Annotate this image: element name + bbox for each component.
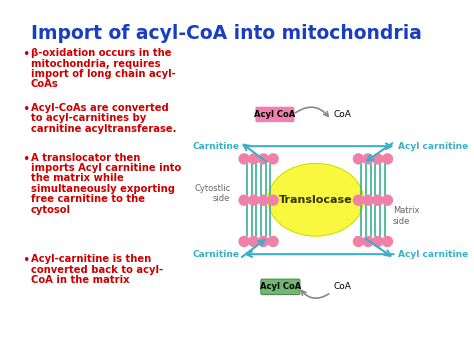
Text: Matrix
side: Matrix side (393, 206, 419, 226)
FancyBboxPatch shape (261, 279, 300, 295)
Text: simultaneously exporting: simultaneously exporting (31, 184, 175, 194)
Text: CoA: CoA (334, 110, 352, 119)
Text: •: • (22, 48, 29, 61)
Text: Carnitine: Carnitine (192, 142, 239, 151)
Circle shape (268, 195, 278, 205)
Text: free carnitine to the: free carnitine to the (31, 194, 145, 204)
Circle shape (363, 195, 373, 205)
Circle shape (383, 154, 392, 164)
Circle shape (258, 154, 268, 164)
FancyBboxPatch shape (255, 107, 294, 122)
Text: imports Acyl carnitine into: imports Acyl carnitine into (31, 163, 181, 173)
Circle shape (354, 195, 364, 205)
Text: CoAs: CoAs (31, 80, 59, 89)
Circle shape (239, 195, 249, 205)
Circle shape (268, 236, 278, 246)
Circle shape (373, 195, 383, 205)
Circle shape (354, 236, 364, 246)
Text: Translocase: Translocase (279, 195, 353, 205)
Text: Acyl CoA: Acyl CoA (260, 282, 301, 291)
Circle shape (239, 236, 249, 246)
Text: to acyl-carnitines by: to acyl-carnitines by (31, 113, 146, 123)
Text: •: • (22, 103, 29, 116)
Text: Acyl-carnitine is then: Acyl-carnitine is then (31, 254, 151, 264)
Text: A translocator then: A translocator then (31, 153, 140, 163)
Text: Cytostlic
side: Cytostlic side (194, 184, 230, 203)
Text: β-oxidation occurs in the: β-oxidation occurs in the (31, 48, 171, 58)
Ellipse shape (268, 163, 364, 236)
Text: CoA in the matrix: CoA in the matrix (31, 275, 129, 285)
Text: Acyl carnitine: Acyl carnitine (398, 250, 469, 259)
Circle shape (383, 236, 392, 246)
Text: CoA: CoA (334, 282, 352, 291)
Text: Carnitine: Carnitine (192, 250, 239, 259)
Text: mitochondria, requires: mitochondria, requires (31, 59, 160, 69)
Text: the matrix while: the matrix while (31, 173, 124, 184)
Circle shape (239, 154, 249, 164)
Circle shape (268, 154, 278, 164)
Text: Acyl carnitine: Acyl carnitine (398, 142, 469, 151)
Circle shape (249, 236, 259, 246)
Text: carnitine acyltransferase.: carnitine acyltransferase. (31, 124, 176, 133)
Text: Acyl-CoAs are converted: Acyl-CoAs are converted (31, 103, 169, 113)
Text: converted back to acyl-: converted back to acyl- (31, 264, 163, 275)
Circle shape (383, 195, 392, 205)
Circle shape (258, 195, 268, 205)
Circle shape (363, 154, 373, 164)
Text: •: • (22, 153, 29, 165)
Circle shape (354, 154, 364, 164)
Circle shape (373, 236, 383, 246)
Text: cytosol: cytosol (31, 205, 71, 215)
Circle shape (258, 236, 268, 246)
Text: import of long chain acyl-: import of long chain acyl- (31, 69, 175, 79)
Circle shape (249, 195, 259, 205)
Circle shape (373, 154, 383, 164)
Circle shape (249, 154, 259, 164)
Circle shape (363, 236, 373, 246)
Text: Import of acyl-CoA into mitochondria: Import of acyl-CoA into mitochondria (31, 24, 422, 43)
Text: •: • (22, 254, 29, 267)
Text: Acyl CoA: Acyl CoA (254, 110, 296, 119)
